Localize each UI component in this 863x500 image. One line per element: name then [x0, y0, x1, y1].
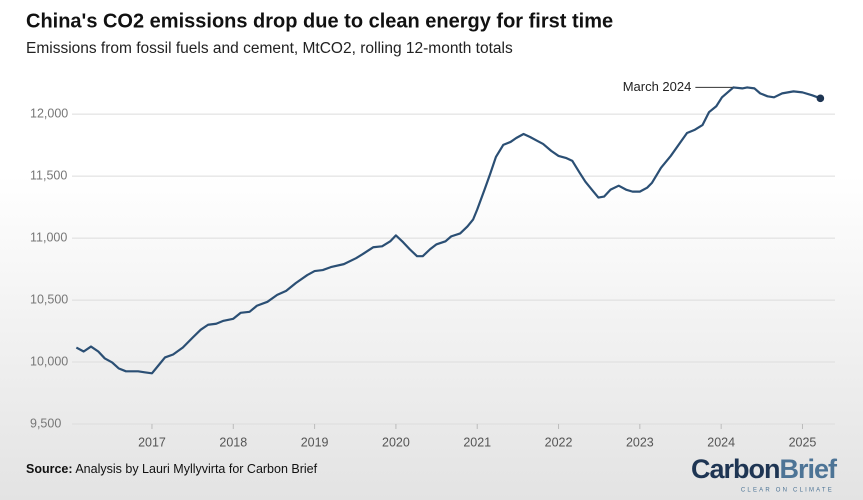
x-tick-label: 2020: [382, 435, 410, 449]
x-tick-label: 2021: [463, 435, 491, 449]
x-tick-label: 2018: [219, 435, 247, 449]
annotation: March 2024: [623, 79, 692, 94]
source: Source: Analysis by Lauri Myllyvirta for…: [26, 462, 318, 476]
chart-subtitle: Emissions from fossil fuels and cement, …: [26, 40, 513, 57]
y-tick-label: 12,000: [30, 106, 68, 120]
source-text: Analysis by Lauri Myllyvirta for Carbon …: [75, 462, 317, 476]
x-tick-label: 2017: [138, 435, 166, 449]
y-tick-label: 9,500: [30, 416, 61, 430]
y-tick-label: 11,500: [30, 168, 67, 182]
end-marker: [816, 94, 825, 103]
logo-tagline: CLEAR ON CLIMATE: [741, 488, 834, 494]
data-line: [75, 86, 821, 375]
x-tick-label: 2025: [789, 435, 817, 449]
logo-first: Carbon: [691, 454, 780, 484]
logo: CarbonBrief: [691, 454, 838, 484]
x-tick-label: 2023: [626, 435, 654, 449]
x-tick-label: 2024: [707, 435, 735, 449]
y-tick-label: 11,000: [30, 230, 67, 244]
x-tick-label: 2019: [301, 435, 329, 449]
source-label: Source:: [26, 462, 73, 476]
x-tick-label: 2022: [545, 435, 573, 449]
logo-second: Brief: [779, 454, 838, 484]
y-tick-label: 10,500: [30, 292, 68, 306]
y-tick-label: 10,000: [30, 354, 68, 368]
chart-title: China's CO2 emissions drop due to clean …: [26, 10, 613, 32]
